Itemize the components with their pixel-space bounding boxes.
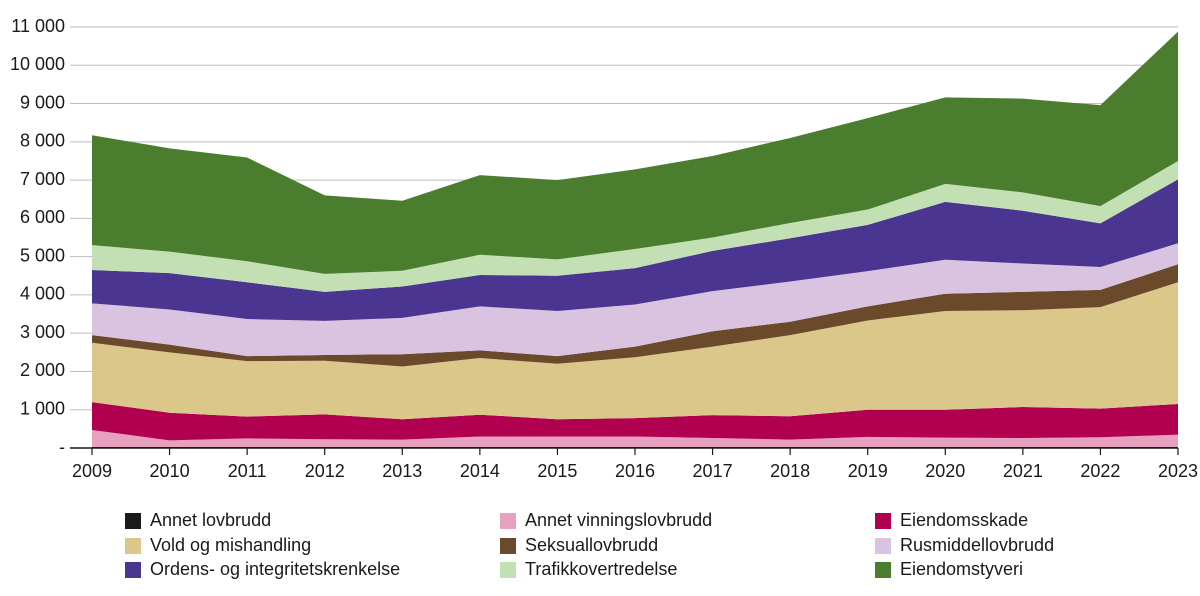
- y-tick-label: 11 000: [11, 16, 65, 36]
- x-tick-label: 2012: [305, 461, 345, 481]
- x-tick-label: 2017: [693, 461, 733, 481]
- legend-swatch: [875, 562, 891, 578]
- x-tick-label: 2021: [1003, 461, 1043, 481]
- legend-swatch: [875, 538, 891, 554]
- x-tick-label: 2009: [72, 461, 112, 481]
- area: [92, 402, 1178, 441]
- legend-label: Annet lovbrudd: [150, 510, 271, 530]
- legend-swatch: [125, 538, 141, 554]
- x-tick-label: 2020: [925, 461, 965, 481]
- legend-label: Rusmiddellovbrudd: [900, 535, 1054, 555]
- y-tick-label: 8 000: [20, 131, 65, 151]
- y-tick-label: 9 000: [20, 92, 65, 112]
- x-tick-label: 2019: [848, 461, 888, 481]
- area: [92, 243, 1178, 357]
- area: [92, 282, 1178, 420]
- x-tick-label: 2011: [228, 461, 267, 481]
- x-tick-label: 2016: [615, 461, 655, 481]
- y-tick-label: 4 000: [20, 284, 65, 304]
- y-tick-label: 10 000: [10, 54, 65, 74]
- area: [92, 179, 1178, 321]
- legend-label: Annet vinningslovbrudd: [525, 510, 712, 530]
- legend-swatch: [500, 538, 516, 554]
- area: [92, 160, 1178, 292]
- x-tick-label: 2010: [150, 461, 190, 481]
- x-tick-label: 2014: [460, 461, 500, 481]
- x-tick-label: 2022: [1080, 461, 1120, 481]
- y-tick-label: 6 000: [20, 207, 65, 227]
- legend-label: Seksuallovbrudd: [525, 535, 658, 555]
- legend-label: Trafikkovertredelse: [525, 559, 677, 579]
- legend-swatch: [125, 513, 141, 529]
- area: [92, 430, 1178, 447]
- legend-swatch: [500, 562, 516, 578]
- y-tick-label: 5 000: [20, 245, 65, 265]
- x-tick-label: 2013: [382, 461, 422, 481]
- y-tick-label: 2 000: [20, 360, 65, 380]
- legend-label: Vold og mishandling: [150, 535, 311, 555]
- legend-label: Eiendomsskade: [900, 510, 1028, 530]
- y-tick-label: 7 000: [20, 169, 65, 189]
- x-tick-label: 2015: [537, 461, 577, 481]
- legend-swatch: [500, 513, 516, 529]
- legend-swatch: [125, 562, 141, 578]
- y-tick-label: -: [59, 437, 65, 457]
- area: [92, 31, 1178, 274]
- x-tick-label: 2018: [770, 461, 810, 481]
- y-tick-label: 1 000: [20, 398, 65, 418]
- legend-label: Eiendomstyveri: [900, 559, 1023, 579]
- y-tick-label: 3 000: [20, 322, 65, 342]
- legend-label: Ordens- og integritetskrenkelse: [150, 559, 400, 579]
- legend-swatch: [875, 513, 891, 529]
- x-tick-label: 2023: [1158, 461, 1198, 481]
